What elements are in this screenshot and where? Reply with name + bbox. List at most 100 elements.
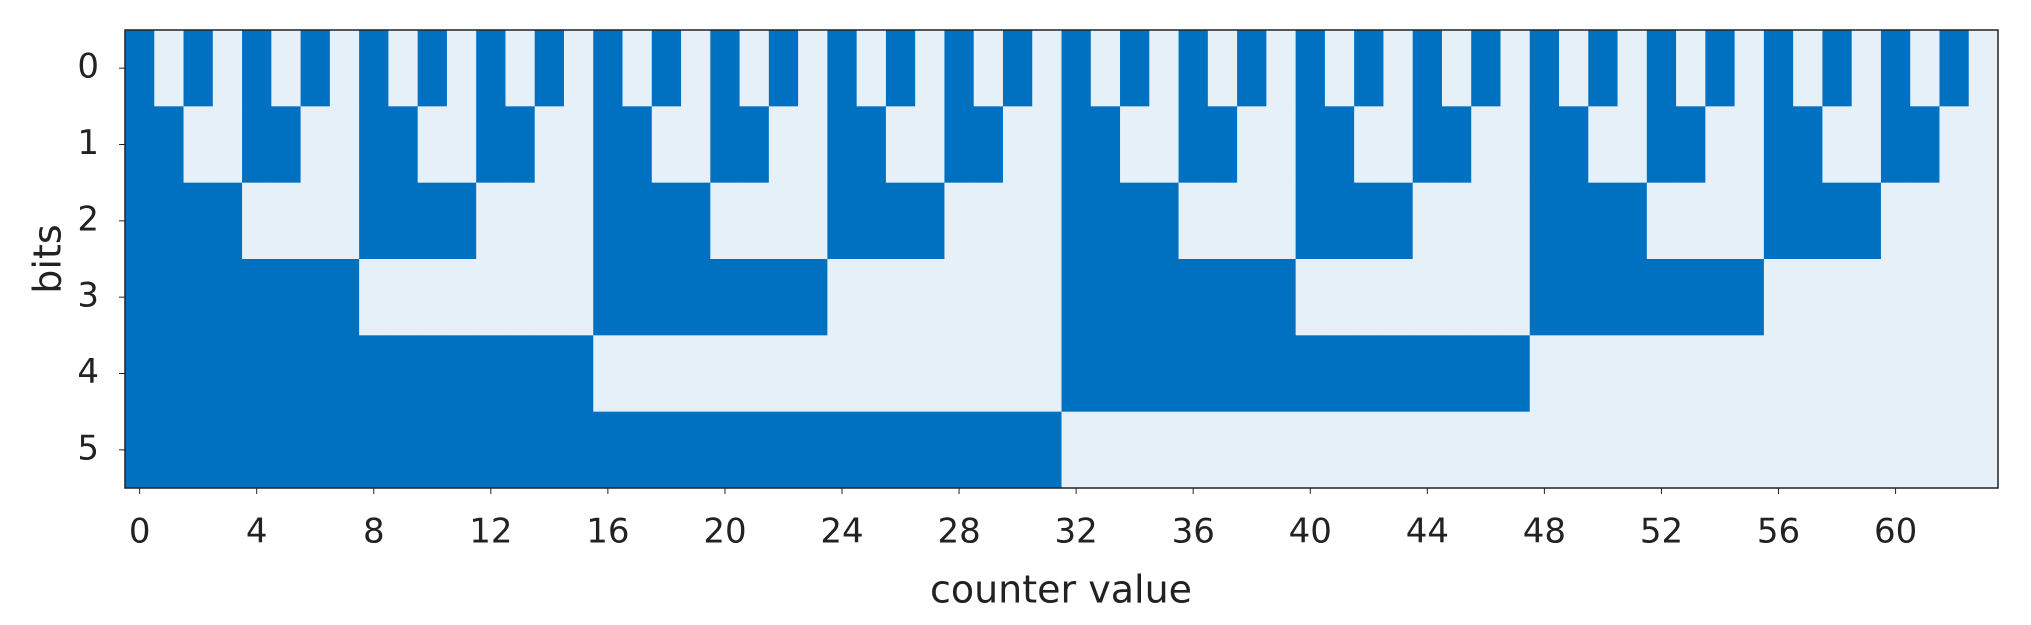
cell xyxy=(739,106,770,184)
cell xyxy=(593,30,623,107)
cell xyxy=(125,335,155,413)
cell xyxy=(1237,182,1267,260)
cell xyxy=(710,411,740,489)
cell xyxy=(681,335,711,413)
cell xyxy=(1529,259,1560,336)
cell xyxy=(856,411,887,489)
cell xyxy=(1471,411,1501,489)
x-tick-label: 40 xyxy=(1289,512,1332,552)
cell xyxy=(1734,411,1765,489)
cell xyxy=(798,106,828,184)
cell xyxy=(1471,259,1501,336)
x-tick-label: 56 xyxy=(1757,512,1800,552)
cell xyxy=(154,411,184,489)
cell xyxy=(1266,259,1297,336)
cell xyxy=(651,259,682,336)
cell xyxy=(125,411,155,489)
cells xyxy=(125,30,1999,489)
cell xyxy=(915,259,945,336)
cell xyxy=(710,30,740,107)
cell xyxy=(973,106,1004,184)
cell xyxy=(1968,182,1999,260)
cell xyxy=(1032,182,1062,260)
cell xyxy=(1968,335,1999,413)
cell xyxy=(1851,182,1882,260)
y-tick-label: 1 xyxy=(77,123,99,163)
cell xyxy=(1207,335,1238,413)
cell xyxy=(944,259,975,336)
cell xyxy=(1529,30,1560,107)
cell xyxy=(1676,411,1706,489)
cell xyxy=(271,411,301,489)
cell xyxy=(1588,411,1618,489)
cell xyxy=(1002,411,1033,489)
plot-frame xyxy=(124,29,1999,489)
cell xyxy=(1032,335,1062,413)
y-tick-label: 2 xyxy=(77,199,99,239)
cell xyxy=(1207,30,1238,107)
y-tick-label: 3 xyxy=(77,276,99,316)
cell xyxy=(915,106,945,184)
cell xyxy=(1207,182,1238,260)
cell xyxy=(125,259,155,336)
cell xyxy=(212,411,243,489)
cell xyxy=(973,335,1004,413)
cell xyxy=(183,335,214,413)
cell xyxy=(1061,30,1092,107)
cell xyxy=(1412,106,1443,184)
cell xyxy=(885,335,916,413)
y-tick-label: 5 xyxy=(77,428,99,468)
cell xyxy=(563,259,594,336)
cell xyxy=(1412,30,1443,107)
x-tick-label: 32 xyxy=(1055,512,1098,552)
cell xyxy=(798,30,828,107)
cell xyxy=(1032,411,1062,489)
cell xyxy=(973,30,1004,107)
cell xyxy=(1500,182,1531,260)
cell xyxy=(446,335,477,413)
cell xyxy=(359,411,389,489)
cell xyxy=(1588,106,1618,184)
cell xyxy=(1354,182,1384,260)
cell xyxy=(1822,30,1853,107)
cell xyxy=(534,106,565,184)
cell xyxy=(1734,106,1765,184)
cell xyxy=(1002,259,1033,336)
cell xyxy=(1412,411,1443,489)
cell xyxy=(417,259,448,336)
cell xyxy=(476,106,506,184)
cell xyxy=(359,30,389,107)
cell xyxy=(1061,335,1092,413)
x-tick-label: 52 xyxy=(1640,512,1683,552)
cell xyxy=(622,30,653,107)
cell xyxy=(1266,335,1297,413)
cell xyxy=(563,30,594,107)
cell xyxy=(1910,182,1940,260)
cell xyxy=(417,335,448,413)
cell xyxy=(1851,411,1882,489)
cell xyxy=(768,259,799,336)
cell xyxy=(563,106,594,184)
cell xyxy=(417,106,448,184)
cell xyxy=(242,411,272,489)
cell xyxy=(1529,106,1560,184)
cell xyxy=(1763,259,1794,336)
cell xyxy=(856,335,887,413)
cell xyxy=(446,182,477,260)
cell xyxy=(271,30,301,107)
cell xyxy=(1295,259,1326,336)
cell xyxy=(563,335,594,413)
cell xyxy=(359,259,389,336)
cell xyxy=(1734,335,1765,413)
cell xyxy=(1471,106,1501,184)
cell xyxy=(1383,106,1414,184)
cell xyxy=(1676,335,1706,413)
cell xyxy=(1763,182,1794,260)
cell xyxy=(300,335,331,413)
cell xyxy=(183,259,214,336)
cell xyxy=(1880,411,1911,489)
cell xyxy=(534,182,565,260)
cell xyxy=(1178,411,1209,489)
cell xyxy=(1500,335,1531,413)
cell xyxy=(1763,30,1794,107)
